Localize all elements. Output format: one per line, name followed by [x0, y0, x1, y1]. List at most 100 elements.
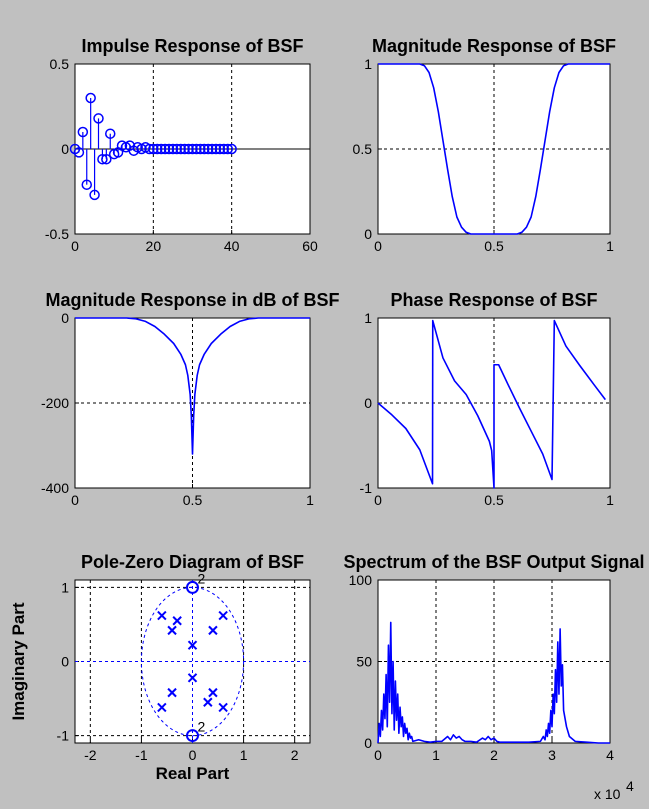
chart0-xtick-label-0: 0	[71, 238, 79, 254]
chart4-pole-2	[218, 610, 228, 621]
chart0-point-2	[77, 126, 89, 138]
chart2-xtick-label-0: 0	[71, 492, 79, 508]
chart0-point-24	[163, 143, 175, 155]
chart3-ytick-label-0: -1	[360, 480, 373, 496]
chart4-zero-label-0: 2	[198, 570, 206, 586]
chart1-ytick-label-0: 0	[364, 226, 372, 242]
chart4-xtick-label-0: -2	[84, 747, 97, 763]
chart4-xtick-label-1: -1	[135, 747, 148, 763]
chart4-plot-area	[74, 579, 311, 744]
chart0-point-40	[226, 143, 237, 155]
chart1-ytick-label-1: 0.5	[353, 141, 373, 157]
chart0-point-20	[148, 143, 159, 155]
chart4-ytick-label-2: 1	[61, 579, 69, 595]
chart2-ytick-label-2: 0	[61, 310, 69, 326]
chart5-xtick-label-4: 4	[606, 747, 614, 763]
chart2-ytick-label-0: -400	[41, 480, 69, 496]
chart0-point-36	[210, 143, 222, 155]
chart5-ytick-label-0: 0	[364, 735, 372, 751]
chart0-point-35	[206, 143, 218, 155]
chart5-ytick-label-2: 100	[349, 572, 373, 588]
chart2-title: Magnitude Response in dB of BSF	[45, 290, 339, 310]
chart3-series-line-0	[377, 319, 606, 489]
chart4-pole-5	[187, 640, 198, 650]
chart1-ytick-label-2: 1	[364, 56, 372, 72]
chart0-point-3	[81, 179, 92, 190]
chart0-ytick-label-1: 0	[61, 141, 69, 157]
chart4-unit-circle	[140, 586, 245, 737]
chart5-x-multiplier-exp: 4	[626, 778, 634, 794]
chart4-pole-9	[157, 702, 167, 713]
chart3-xtick-label-2: 1	[606, 492, 614, 508]
chart0-point-21	[152, 143, 163, 155]
chart0-ytick-label-2: 0.5	[50, 56, 70, 72]
chart4-zero-label-1: 2	[198, 719, 206, 735]
chart0-xtick-label-2: 40	[224, 238, 240, 254]
chart4-xtick-label-4: 2	[291, 747, 299, 763]
chart4-pole-8	[208, 687, 218, 698]
chart4-zero-1	[186, 729, 199, 743]
chart0-point-8	[101, 153, 112, 165]
chart4-pole-1	[157, 610, 167, 621]
chart0-point-32	[195, 143, 206, 155]
chart0-point-23	[159, 143, 171, 155]
chart0-point-38	[218, 143, 230, 155]
chart2-xtick-label-1: 0.5	[183, 492, 203, 508]
chart2-xtick-label-2: 1	[306, 492, 314, 508]
chart4-pole-11	[203, 697, 213, 707]
chart3-xtick-label-1: 0.5	[484, 492, 504, 508]
chart0-xtick-label-3: 60	[302, 238, 318, 254]
chart0-point-9	[105, 128, 116, 139]
chart0-point-28	[179, 143, 190, 155]
chart0-point-6	[93, 113, 104, 124]
chart4-ytick-label-1: 0	[61, 654, 69, 670]
chart1-xtick-label-1: 0.5	[484, 238, 504, 254]
chart0-point-5	[89, 189, 100, 201]
chart3-ytick-label-1: 0	[364, 395, 372, 411]
chart3-ytick-label-2: 1	[364, 310, 372, 326]
chart4-xtick-label-2: 0	[189, 747, 197, 763]
chart4-zero-0	[186, 580, 199, 594]
chart4-xtick-label-3: 1	[240, 747, 248, 763]
chart0-point-31	[191, 143, 202, 155]
chart0-point-39	[222, 143, 233, 155]
chart4-pole-10	[218, 702, 228, 713]
chart0-point-27	[175, 143, 186, 155]
chart4-ytick-label-0: -1	[57, 728, 70, 744]
chart4-title: Pole-Zero Diagram of BSF	[81, 552, 304, 572]
chart0-point-33	[199, 143, 210, 155]
chart0-xtick-label-1: 20	[146, 238, 162, 254]
chart2-ytick-label-1: -200	[41, 395, 69, 411]
chart0-point-19	[144, 143, 155, 155]
chart4-pole-6	[187, 673, 198, 683]
chart5-x-multiplier: x 10	[594, 786, 621, 802]
chart3-title: Phase Response of BSF	[390, 290, 597, 310]
chart0-ytick-label-0: -0.5	[45, 226, 69, 242]
chart1-xtick-label-0: 0	[374, 238, 382, 254]
chart5-xtick-label-1: 1	[432, 747, 440, 763]
chart1-series-line-0	[378, 63, 610, 235]
chart4-pole-3	[208, 625, 218, 636]
chart0-point-37	[214, 143, 226, 155]
chart5-title: Spectrum of the BSF Output Signal	[344, 552, 645, 572]
chart5-ytick-label-1: 50	[356, 654, 372, 670]
chart4-pole-7	[167, 687, 177, 698]
chart0-point-34	[202, 143, 214, 155]
chart0-point-1	[73, 147, 85, 158]
chart0-point-22	[155, 143, 167, 155]
chart4-pole-4	[167, 625, 177, 636]
chart0-point-26	[171, 143, 183, 155]
chart0-title: Impulse Response of BSF	[81, 36, 303, 56]
chart1-xtick-label-2: 1	[606, 238, 614, 254]
chart5-xtick-label-0: 0	[374, 747, 382, 763]
chart0-point-25	[167, 143, 179, 155]
chart4-pole-0	[172, 616, 182, 626]
chart5-xtick-label-2: 2	[490, 747, 498, 763]
chart2-series-line-0	[75, 317, 310, 455]
chart4-ylabel: Imaginary Part	[9, 602, 28, 720]
